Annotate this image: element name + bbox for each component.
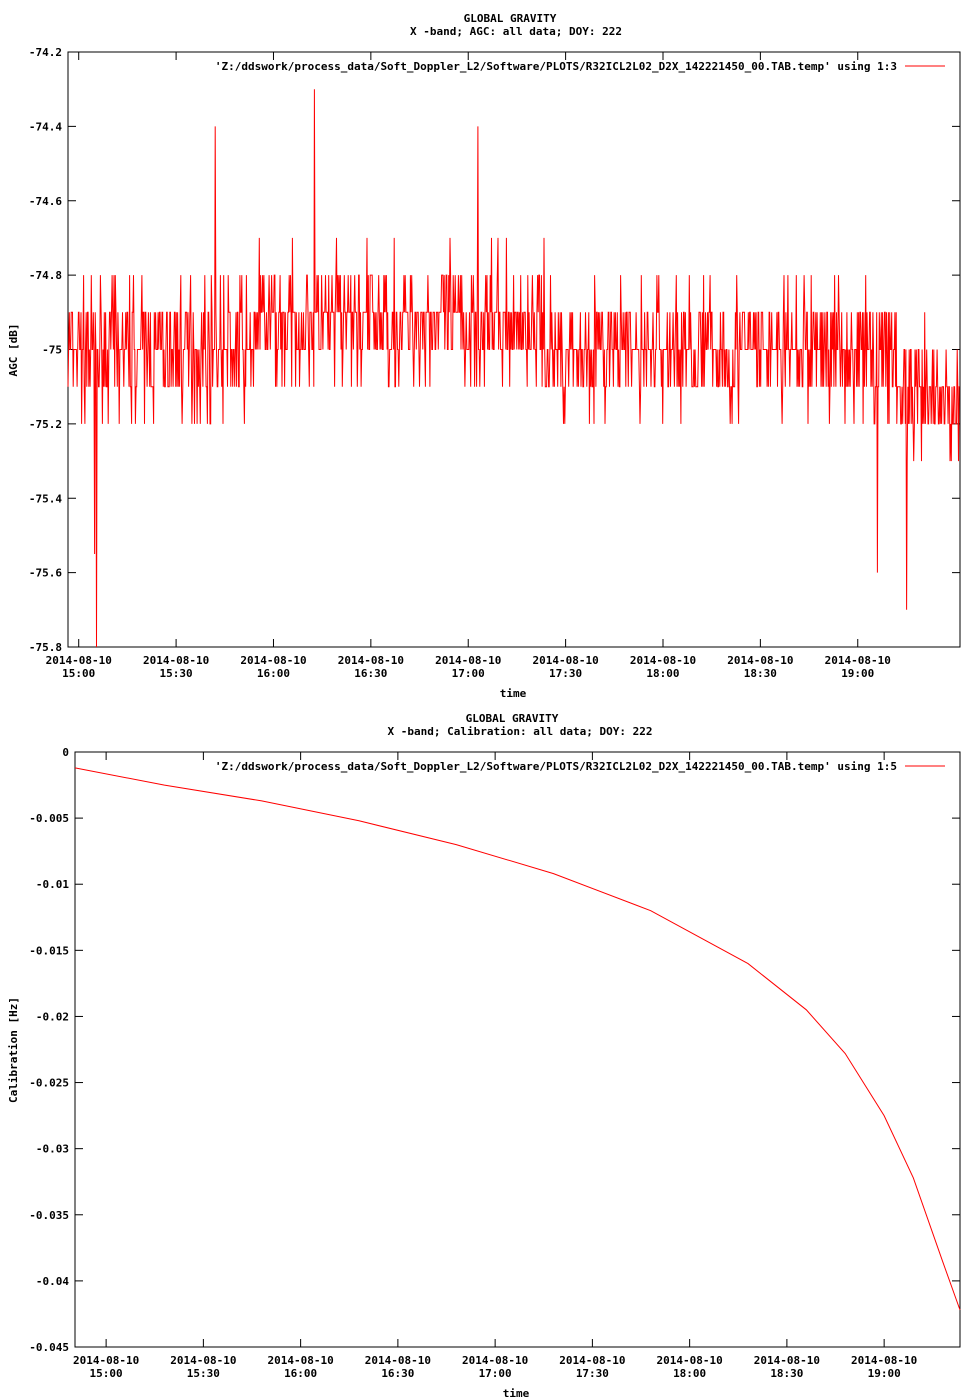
x-tick-time-label: 17:30 — [549, 667, 582, 680]
y-tick-label: -0.01 — [36, 878, 69, 891]
x-tick-date-label: 2014-08-10 — [851, 1354, 917, 1367]
calibration-legend-label: 'Z:/ddswork/process_data/Soft_Doppler_L2… — [215, 760, 897, 773]
x-tick-time-label: 17:00 — [452, 667, 485, 680]
y-tick-label: -0.035 — [29, 1209, 69, 1222]
agc-x-label: time — [500, 687, 527, 700]
y-tick-label: -74.8 — [29, 269, 62, 282]
calibration-x-label: time — [503, 1387, 530, 1400]
x-tick-date-label: 2014-08-10 — [825, 654, 891, 667]
x-tick-time-label: 15:30 — [160, 667, 193, 680]
y-tick-label: -75.4 — [29, 492, 62, 505]
calibration-plot-frame — [74, 751, 961, 1348]
calibration-chart-title: GLOBAL GRAVITY — [466, 712, 559, 725]
x-tick-time-label: 18:00 — [646, 667, 679, 680]
y-tick-label: -0.005 — [29, 812, 69, 825]
x-tick-date-label: 2014-08-10 — [727, 654, 793, 667]
y-tick-label: -75 — [42, 344, 62, 357]
x-tick-date-label: 2014-08-10 — [268, 1354, 334, 1367]
x-tick-date-label: 2014-08-10 — [170, 1354, 236, 1367]
x-tick-time-label: 17:00 — [479, 1367, 512, 1380]
agc-chart-title: GLOBAL GRAVITY — [464, 12, 557, 25]
x-tick-time-label: 16:00 — [257, 667, 290, 680]
x-tick-date-label: 2014-08-10 — [657, 1354, 723, 1367]
x-tick-date-label: 2014-08-10 — [435, 654, 501, 667]
agc-series-line — [67, 89, 960, 648]
y-tick-label: 0 — [62, 746, 69, 759]
y-tick-label: -0.04 — [36, 1275, 69, 1288]
y-tick-label: -0.02 — [36, 1010, 69, 1023]
y-tick-label: -74.4 — [29, 120, 62, 133]
x-tick-time-label: 19:00 — [841, 667, 874, 680]
y-tick-label: -74.2 — [29, 46, 62, 59]
x-tick-time-label: 18:30 — [744, 667, 777, 680]
calibration-chart-subtitle: X -band; Calibration: all data; DOY: 222 — [388, 725, 653, 738]
y-tick-label: -75.2 — [29, 418, 62, 431]
y-tick-label: -75.8 — [29, 641, 62, 654]
agc-chart-subtitle: X -band; AGC: all data; DOY: 222 — [410, 25, 622, 38]
x-tick-date-label: 2014-08-10 — [630, 654, 696, 667]
x-tick-time-label: 17:30 — [576, 1367, 609, 1380]
x-tick-time-label: 15:00 — [62, 667, 95, 680]
y-tick-label: -75.6 — [29, 567, 62, 580]
x-tick-date-label: 2014-08-10 — [46, 654, 112, 667]
x-tick-date-label: 2014-08-10 — [73, 1354, 139, 1367]
y-tick-label: -74.6 — [29, 195, 62, 208]
x-tick-time-label: 16:30 — [381, 1367, 414, 1380]
calibration-y-label: Calibration [Hz] — [7, 997, 20, 1103]
agc-y-axis: -74.2 -74.4 -74.6 -74.8 -75 -75.2 -75.4 -75.6 -7… — [29, 46, 960, 654]
calibration-chart: GLOBAL GRAVITY X -band; Calibration: all… — [7, 712, 961, 1400]
x-tick-date-label: 2014-08-10 — [559, 1354, 625, 1367]
x-tick-date-label: 2014-08-10 — [365, 1354, 431, 1367]
y-tick-label: -0.03 — [36, 1143, 69, 1156]
agc-x-axis: 2014-08-1015:002014-08-1015:302014-08-10… — [46, 52, 891, 680]
y-tick-label: -0.015 — [29, 944, 69, 957]
x-tick-date-label: 2014-08-10 — [462, 1354, 528, 1367]
y-tick-label: -0.045 — [29, 1341, 69, 1354]
calibration-y-axis: 0 -0.005 -0.01 -0.015 -0.02 -0.025 -0.03 -0.035… — [29, 746, 960, 1354]
x-tick-date-label: 2014-08-10 — [532, 654, 598, 667]
calibration-series-line — [74, 767, 961, 1311]
x-tick-time-label: 16:00 — [284, 1367, 317, 1380]
x-tick-time-label: 18:00 — [673, 1367, 706, 1380]
x-tick-time-label: 15:30 — [187, 1367, 220, 1380]
agc-legend-label: 'Z:/ddswork/process_data/Soft_Doppler_L2… — [215, 60, 897, 73]
x-tick-date-label: 2014-08-10 — [754, 1354, 820, 1367]
x-tick-date-label: 2014-08-10 — [338, 654, 404, 667]
y-tick-label: -0.025 — [29, 1077, 69, 1090]
x-tick-time-label: 16:30 — [354, 667, 387, 680]
x-tick-time-label: 19:00 — [868, 1367, 901, 1380]
agc-y-label: AGC [dB] — [7, 324, 20, 377]
x-tick-date-label: 2014-08-10 — [240, 654, 306, 667]
x-tick-date-label: 2014-08-10 — [143, 654, 209, 667]
agc-chart: GLOBAL GRAVITY X -band; AGC: all data; D… — [7, 12, 961, 700]
x-tick-time-label: 15:00 — [90, 1367, 123, 1380]
calibration-x-axis: 2014-08-1015:002014-08-1015:302014-08-10… — [73, 752, 917, 1380]
x-tick-time-label: 18:30 — [770, 1367, 803, 1380]
